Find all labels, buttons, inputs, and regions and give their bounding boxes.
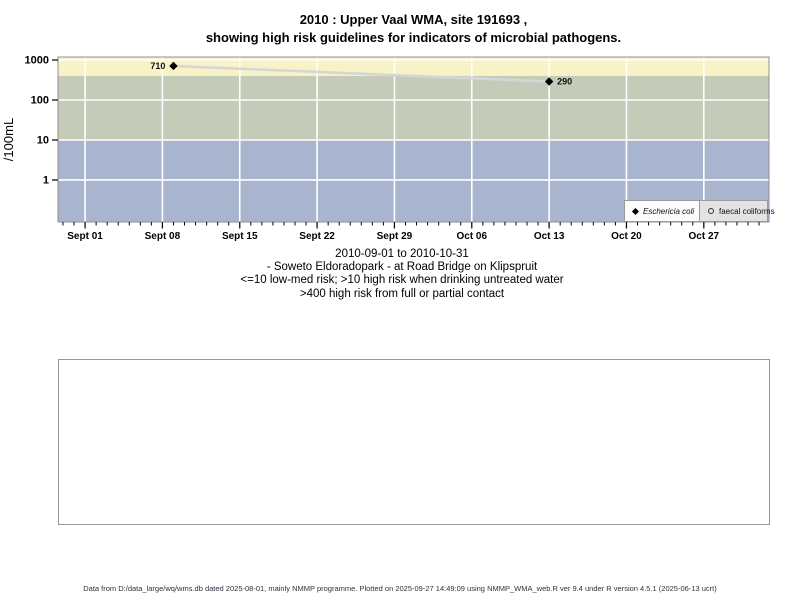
chart-title-line1: 2010 : Upper Vaal WMA, site 191693 , <box>299 12 528 27</box>
y-tick-label: 10 <box>37 134 49 146</box>
caption-site-description: - Soweto Eldoradopark - at Road Bridge o… <box>266 261 538 274</box>
caption-risk-guideline-drinking: <=10 low-med risk; >10 high risk when dr… <box>240 274 564 287</box>
filled-diamond-icon <box>631 207 640 215</box>
x-tick-label: Sept 08 <box>145 231 181 242</box>
empty-panel <box>58 359 770 525</box>
x-tick-label: Oct 20 <box>611 231 642 242</box>
risk-band <box>58 75 769 140</box>
y-tick-label: 100 <box>31 94 49 106</box>
caption-date-range: 2010-09-01 to 2010-10-31 <box>335 248 469 260</box>
data-point-diamond <box>544 77 554 86</box>
data-point-label: 290 <box>557 77 572 87</box>
x-tick-label: Oct 27 <box>689 231 720 242</box>
y-axis-title: /100mL <box>1 118 16 161</box>
y-tick-label: 1000 <box>25 55 49 67</box>
legend-item-ecoli: Eschericia coli <box>624 200 700 222</box>
data-point-diamond <box>169 61 178 71</box>
gridlines <box>58 57 769 222</box>
chart-caption: 2010-09-01 to 2010-10-31 - Soweto Eldora… <box>0 248 800 301</box>
x-axis: Sept 01 Sept 08 Sept 15 Sept 22 Sept 29 Oct 0… <box>62 222 760 242</box>
x-tick-label: Sept 22 <box>299 231 335 242</box>
open-circle-icon <box>708 208 714 214</box>
legend-item-faecal-coliforms: faecal coliforms <box>699 200 775 222</box>
x-tick-label: Sept 01 <box>67 231 103 242</box>
x-tick-label: Oct 06 <box>456 231 487 242</box>
x-tick-label: Sept 29 <box>377 231 413 242</box>
footer-provenance-text: Data from D:/data_large/wq/wms.db dated … <box>83 584 717 593</box>
legend-label-faecal-coliforms: faecal coliforms <box>719 206 775 216</box>
x-tick-label: Oct 13 <box>534 231 565 242</box>
legend-label-ecoli: Eschericia coli <box>643 206 695 216</box>
x-tick-label: Sept 15 <box>222 231 258 242</box>
y-tick-label: 1 <box>43 174 49 186</box>
chart-title-line2: showing high risk guidelines for indicat… <box>205 30 622 45</box>
risk-bands <box>58 57 769 222</box>
y-axis: 1000 100 10 1 <box>25 55 58 186</box>
chart-title: 2010 : Upper Vaal WMA, site 191693 , sho… <box>58 11 769 47</box>
series-line <box>173 64 550 83</box>
data-point-label: 710 <box>150 61 165 71</box>
caption-risk-guideline-contact: >400 high risk from full or partial cont… <box>299 287 505 300</box>
risk-band <box>58 57 769 76</box>
